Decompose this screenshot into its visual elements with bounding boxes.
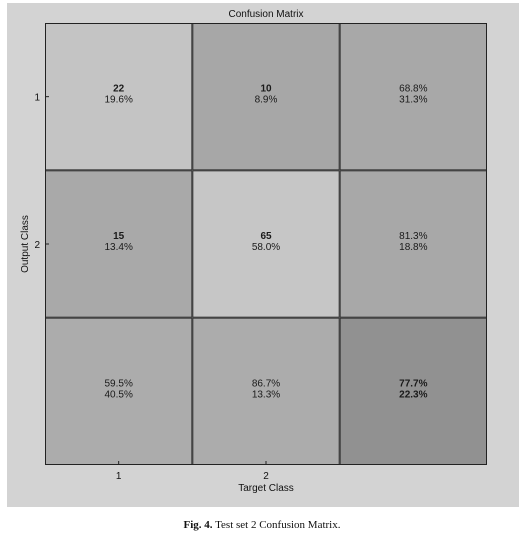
cell-percent-label: 58.0% [252, 242, 280, 253]
chart-title: Confusion Matrix [228, 9, 303, 20]
y-tick-label: 2 [34, 240, 40, 251]
cell-percent-label: 59.5% [104, 378, 132, 389]
matrix-cell-1-2 [192, 23, 340, 171]
matrix-cell-2-1 [45, 170, 193, 318]
cell-percent-label: 86.7% [252, 378, 280, 389]
cell-count-label: 65 [260, 231, 272, 242]
caption-text: Test set 2 Confusion Matrix. [215, 519, 341, 531]
cell-percent-label: 19.6% [104, 95, 132, 106]
cell-percent-label: 22.3% [399, 389, 427, 400]
confusion-matrix-chart: Confusion Matrix Output Class Target Cla… [20, 9, 487, 494]
axis-ticks: 1 2 1 2 [34, 93, 269, 482]
x-tick-label: 1 [116, 471, 122, 482]
cell-percent-label: 77.7% [399, 378, 427, 389]
cell-percent-label: 31.3% [399, 95, 427, 106]
matrix-cell-2-3 [339, 170, 487, 318]
confusion-matrix-figure: Confusion Matrix Output Class Target Cla… [7, 3, 519, 507]
cell-percent-label: 18.8% [399, 242, 427, 253]
matrix-cell-1-1 [45, 23, 193, 171]
matrix-cell-2-2 [192, 170, 340, 318]
cell-percent-label: 13.3% [252, 389, 280, 400]
cell-count-label: 15 [113, 231, 125, 242]
caption-label: Fig. 4. [183, 519, 213, 531]
figure-caption: Fig. 4. Test set 2 Confusion Matrix. [0, 519, 524, 531]
cell-percent-label: 13.4% [104, 242, 132, 253]
cell-count-label: 10 [260, 84, 272, 95]
y-tick-label: 1 [34, 93, 40, 104]
cell-percent-label: 81.3% [399, 231, 427, 242]
y-axis-label: Output Class [20, 215, 31, 273]
cell-percent-label: 68.8% [399, 84, 427, 95]
matrix-cell-3-2 [192, 317, 340, 465]
cell-percent-label: 40.5% [104, 389, 132, 400]
x-tick-label: 2 [263, 471, 269, 482]
x-axis-label: Target Class [238, 483, 294, 494]
matrix-cell-3-1 [45, 317, 193, 465]
cell-percent-label: 8.9% [255, 95, 278, 106]
cell-count-label: 22 [113, 84, 125, 95]
